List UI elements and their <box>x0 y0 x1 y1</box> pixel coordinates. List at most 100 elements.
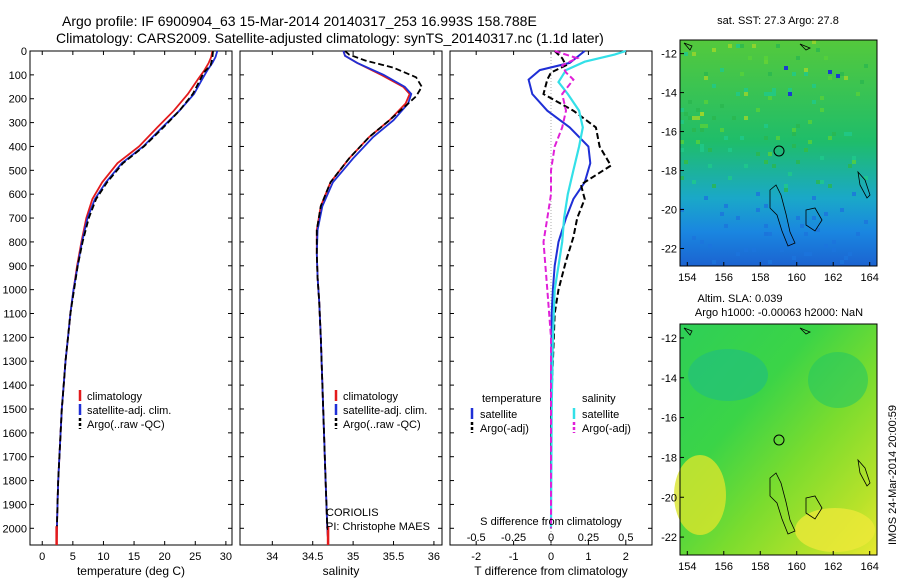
temperature-xtick-label: 20 <box>159 551 171 563</box>
salinity-diff-xlabel: S difference from climatology <box>480 516 622 528</box>
salinity-xtick-label: 35 <box>347 551 359 563</box>
sst-pixel <box>816 228 820 232</box>
sst-pixel <box>804 148 808 152</box>
sst-pixel <box>832 240 836 244</box>
map-lat-label: -12 <box>661 333 677 345</box>
map-lon-label: 160 <box>788 272 806 284</box>
figure-title-2: Climatology: CARS2009. Satellite-adjuste… <box>56 30 604 46</box>
temperature-legend-label: Argo(..raw -QC) <box>87 419 165 431</box>
sst-pixel <box>704 72 708 76</box>
sst-pixel <box>744 116 748 120</box>
sst-pixel <box>844 132 848 136</box>
difference-xtick-label: 2 <box>623 551 629 563</box>
map-lat-label: -16 <box>661 413 677 425</box>
difference-series-s-argo-adj- <box>542 50 580 529</box>
legend-temperature-label: satellite <box>480 409 517 421</box>
sla-high-blob <box>674 455 726 535</box>
sst-pixel <box>788 88 792 92</box>
sst-pixel <box>688 100 692 104</box>
map-lon-label: 162 <box>824 561 842 573</box>
salinity-legend-label: Argo(..raw -QC) <box>343 419 421 431</box>
sla-map-frame <box>679 323 878 556</box>
salinity-series-satellite-adj-clim- <box>315 50 413 541</box>
legend-temperature-label: Argo(-adj) <box>480 423 529 435</box>
salinity-series-argo-raw-qc- <box>315 50 423 529</box>
sst-pixel <box>712 84 716 88</box>
sla-green-blob <box>808 352 868 408</box>
sst-pixel <box>712 48 716 52</box>
sst-pixel <box>752 44 756 48</box>
sst-map-title: sat. SST: 27.3 Argo: 27.8 <box>717 15 839 27</box>
sst-field <box>680 40 877 266</box>
sst-pixel <box>728 148 732 152</box>
sst-pixel <box>784 184 788 188</box>
difference-series-s-satellite <box>549 49 627 529</box>
sst-pixel <box>700 112 704 116</box>
argo-position-marker-sla <box>773 434 785 446</box>
sst-pixel <box>700 144 704 148</box>
difference-xtick-label: -1 <box>509 551 519 563</box>
sst-pixel <box>776 44 780 48</box>
depth-tick-label: 700 <box>9 213 27 225</box>
depth-tick-label: 800 <box>9 237 27 249</box>
sst-pixel <box>728 44 732 48</box>
map-lon-label: 164 <box>861 272 879 284</box>
sst-pixel <box>696 116 700 120</box>
sst-pixel <box>792 72 796 76</box>
depth-tick-label: 1800 <box>3 476 27 488</box>
sst-pixel <box>852 160 856 164</box>
temperature-series-argo-raw-qc- <box>56 50 214 529</box>
sst-pixel <box>860 80 864 84</box>
sst-pixel <box>680 120 684 124</box>
sst-pixel <box>812 100 816 104</box>
sst-pixel <box>800 224 804 228</box>
difference-xtick-label: 0 <box>548 551 554 563</box>
sst-pixel <box>720 68 724 72</box>
sst-pixel <box>740 72 744 76</box>
salinity-diff-tick-label: 0.25 <box>578 532 599 544</box>
sst-pixel <box>744 92 748 96</box>
sst-pixel <box>788 244 792 248</box>
sst-pixel <box>768 152 772 156</box>
sst-pixel <box>792 256 796 260</box>
sst-map: sat. SST: 27.3 Argo: 27.8 154 156 158 160 16… <box>661 15 879 284</box>
sst-pixel <box>764 92 768 96</box>
sst-pixel <box>744 88 748 92</box>
sst-pixel <box>792 144 796 148</box>
map-lat-label: -12 <box>661 49 677 61</box>
depth-tick-label: 300 <box>9 118 27 130</box>
sst-pixel <box>756 192 760 196</box>
temperature-legend-label: satellite-adj. clim. <box>87 405 171 417</box>
salinity-axes-frame <box>239 50 443 546</box>
temperature-legend-label: climatology <box>87 391 143 403</box>
sst-pixel <box>700 148 704 152</box>
sst-speckles <box>680 40 868 264</box>
salinity-diff-tick-label: -0.25 <box>501 532 526 544</box>
sst-pixel <box>764 204 768 208</box>
sst-pixel <box>700 240 704 244</box>
sst-pixel <box>740 44 744 48</box>
temperature-xtick-label: 25 <box>189 551 201 563</box>
sst-pixel <box>692 180 696 184</box>
legend-salinity-label: Argo(-adj) <box>582 423 631 435</box>
map-lat-label: -14 <box>661 373 677 385</box>
sst-pixel-cold <box>784 66 788 70</box>
sla-high-blob-2 <box>795 508 875 552</box>
depth-tick-label: 600 <box>9 189 27 201</box>
sst-pixel <box>792 128 796 132</box>
salinity-diff-tick-label: 0.5 <box>618 532 633 544</box>
sst-pixel <box>796 56 800 60</box>
sst-pixel <box>768 92 772 96</box>
sst-pixel <box>680 140 684 144</box>
salinity-xtick-label: 34 <box>266 551 278 563</box>
sst-pixel <box>816 180 820 184</box>
legend-salinity-label: satellite <box>582 409 619 421</box>
sst-pixel <box>804 72 808 76</box>
depth-tick-label: 1700 <box>3 452 27 464</box>
sst-pixel <box>840 260 844 264</box>
sst-pixel <box>764 224 768 228</box>
map-lat-label: -22 <box>661 243 677 255</box>
sst-pixel <box>804 232 808 236</box>
imos-credit: IMOS 24-Mar-2014 20:00:59 <box>887 405 899 545</box>
sst-pixel <box>812 40 816 44</box>
